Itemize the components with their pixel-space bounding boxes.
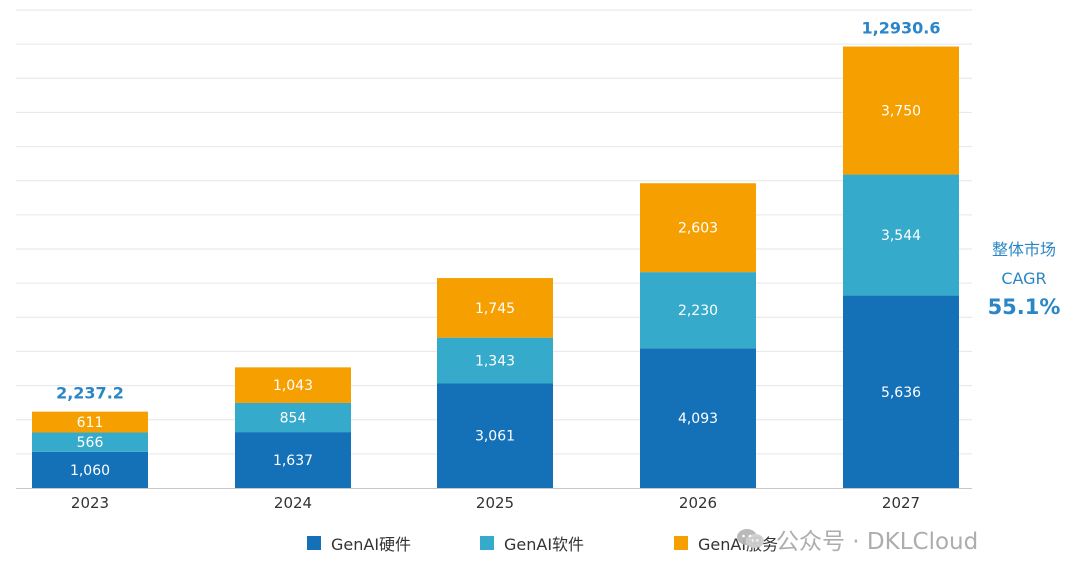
bar-segment-services-2024	[235, 367, 351, 403]
legend-swatch-services	[674, 536, 688, 550]
data-label-hardware-2025: 3,061	[475, 429, 515, 445]
total-label-2027: 1,2930.6	[862, 19, 941, 38]
bar-segment-hardware-2027	[843, 295, 959, 488]
bar-segment-services-2027	[843, 46, 959, 175]
cagr-title: 整体市场	[991, 240, 1056, 259]
watermark-text: 公众号 · DKLCloud	[776, 529, 979, 555]
data-label-services-2023: 611	[77, 415, 104, 431]
bar-segment-software-2026	[640, 272, 756, 349]
wechat-icon	[737, 529, 764, 548]
bar-segment-services-2026	[640, 183, 756, 273]
bar-segment-hardware-2026	[640, 348, 756, 488]
bar-segment-software-2027	[843, 174, 959, 296]
bar-segment-software-2023	[32, 432, 148, 452]
data-label-hardware-2023: 1,060	[70, 463, 110, 479]
legend-label-hardware: GenAI硬件	[331, 535, 412, 554]
legend-item-software: GenAI软件	[480, 531, 584, 555]
data-label-hardware-2026: 4,093	[678, 411, 718, 427]
cagr-label: CAGR	[1001, 269, 1047, 288]
x-tick-label-2027: 2027	[882, 494, 920, 512]
x-tick-label-2026: 2026	[679, 494, 717, 512]
legend-label-software: GenAI软件	[504, 535, 585, 554]
data-label-software-2023: 566	[77, 435, 104, 451]
x-tick-label-2023: 2023	[71, 494, 109, 512]
data-label-hardware-2027: 5,636	[881, 385, 921, 401]
data-label-software-2025: 1,343	[475, 354, 515, 370]
cagr-note: 整体市场 CAGR 55.1%	[968, 237, 1080, 321]
bar-segment-services-2025	[437, 278, 553, 338]
cagr-value: 55.1%	[987, 295, 1061, 319]
data-label-software-2026: 2,230	[678, 303, 718, 319]
legend-swatch-hardware	[307, 536, 321, 550]
bar-segment-hardware-2023	[32, 451, 148, 488]
bar-segment-software-2024	[235, 402, 351, 433]
bar-segment-hardware-2025	[437, 383, 553, 488]
bar-segment-hardware-2024	[235, 432, 351, 488]
bar-segment-software-2025	[437, 337, 553, 384]
x-tick-label-2025: 2025	[476, 494, 514, 512]
data-label-services-2026: 2,603	[678, 221, 718, 237]
bar-segment-services-2023	[32, 411, 148, 433]
legend-item-hardware: GenAI硬件	[307, 531, 411, 555]
data-label-services-2025: 1,745	[475, 301, 515, 317]
data-label-services-2024: 1,043	[273, 378, 313, 394]
x-tick-label-2024: 2024	[274, 494, 312, 512]
data-label-software-2027: 3,544	[881, 228, 921, 244]
legend-swatch-software	[480, 536, 494, 550]
data-label-software-2024: 854	[280, 411, 307, 427]
data-label-services-2027: 3,750	[881, 104, 921, 120]
total-label-2023: 2,237.2	[56, 384, 124, 403]
data-label-hardware-2024: 1,637	[273, 453, 313, 469]
watermark: 公众号 · DKLCloud	[736, 522, 978, 556]
